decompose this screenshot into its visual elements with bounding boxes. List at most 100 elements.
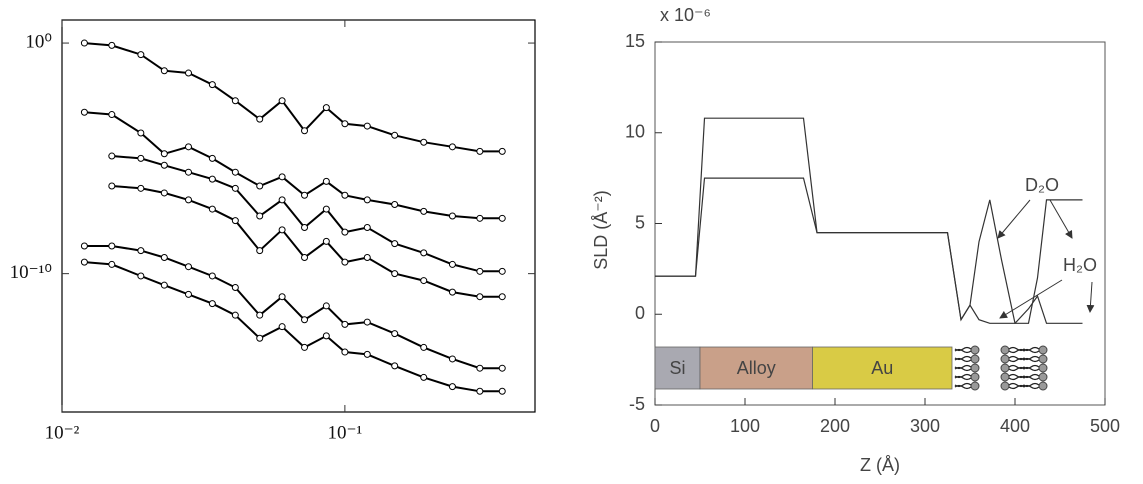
- lipid-head: [1000, 372, 1010, 382]
- layer-box: [699, 346, 813, 390]
- data-point: [476, 293, 484, 301]
- annotation: H₂O: [1063, 255, 1097, 275]
- data-point: [208, 81, 216, 89]
- data-point: [363, 224, 371, 232]
- x-tick-label: 0: [650, 416, 660, 436]
- lipid-head: [1000, 354, 1010, 364]
- lipid-tail: [1022, 373, 1040, 381]
- data-point: [256, 115, 264, 123]
- data-point: [476, 387, 484, 395]
- data-point: [363, 254, 371, 262]
- data-point: [160, 67, 168, 75]
- layer-box: [812, 346, 953, 390]
- data-point: [391, 362, 399, 370]
- data-point: [476, 364, 484, 372]
- lipid-head: [970, 381, 980, 391]
- lipid-head: [1038, 354, 1048, 364]
- lipid-head: [970, 363, 980, 373]
- data-point: [256, 182, 264, 190]
- data-point: [108, 41, 116, 49]
- data-point: [208, 300, 216, 308]
- data-point: [184, 168, 192, 176]
- y-tick-label: -5: [629, 394, 645, 414]
- data-point: [301, 127, 309, 135]
- right-panel: x 10⁻⁶ Z (Å) SLD (Å⁻²) D₂O H₂O 0 100 200 30…: [591, 5, 1120, 475]
- data-point: [137, 247, 145, 255]
- data-point: [278, 97, 286, 105]
- lipid-tail: [1022, 364, 1040, 372]
- data-point: [278, 323, 286, 331]
- x-axis-label: Z (Å): [860, 455, 900, 475]
- series-line: [655, 177, 1083, 324]
- data-point: [160, 281, 168, 289]
- data-point: [391, 240, 399, 248]
- data-point: [448, 212, 456, 220]
- data-point: [108, 242, 116, 250]
- data-point: [476, 214, 484, 222]
- data-point: [80, 258, 88, 266]
- series-line: [84, 42, 503, 153]
- data-point: [341, 320, 349, 328]
- data-point: [363, 350, 371, 358]
- data-point: [322, 302, 330, 310]
- data-point: [363, 196, 371, 204]
- data-point: [256, 212, 264, 220]
- lipid-icons: [954, 345, 1048, 391]
- x-tick-label: 400: [1000, 416, 1030, 436]
- lipid-tail: [1008, 382, 1026, 390]
- data-point: [231, 217, 239, 225]
- data-point: [256, 334, 264, 342]
- x-tick-label: 300: [910, 416, 940, 436]
- lipid-head: [970, 372, 980, 382]
- lipid-tail: [954, 364, 972, 372]
- y-tick-label: 10: [625, 122, 645, 142]
- data-point: [137, 154, 145, 162]
- data-point: [476, 147, 484, 155]
- data-point: [301, 316, 309, 324]
- data-point: [301, 191, 309, 199]
- series-line: [84, 111, 503, 220]
- data-point: [80, 39, 88, 47]
- data-point: [498, 293, 506, 301]
- data-point: [448, 143, 456, 151]
- data-point: [160, 150, 168, 158]
- data-point: [208, 205, 216, 213]
- data-point: [108, 152, 116, 160]
- lipid-tail: [1008, 355, 1026, 363]
- data-point: [184, 196, 192, 204]
- y-multiplier: x 10⁻⁶: [660, 5, 711, 25]
- data-point: [160, 254, 168, 262]
- series-line: [84, 245, 503, 370]
- data-point: [137, 129, 145, 137]
- data-point: [301, 254, 309, 262]
- data-point: [184, 69, 192, 77]
- data-point: [322, 104, 330, 112]
- data-point: [160, 189, 168, 197]
- data-point: [498, 364, 506, 372]
- y-tick-label: 5: [635, 212, 645, 232]
- lipid-head: [1038, 345, 1048, 355]
- data-point: [476, 267, 484, 275]
- data-point: [448, 355, 456, 363]
- annotation: D₂O: [1025, 175, 1059, 195]
- data-point: [322, 332, 330, 340]
- lipid-head: [1000, 345, 1010, 355]
- data-point: [278, 173, 286, 181]
- lipid-tail: [954, 382, 972, 390]
- lipid-head: [1000, 381, 1010, 391]
- lipid-tail: [1022, 346, 1040, 354]
- data-point: [278, 196, 286, 204]
- lipid-tail: [954, 373, 972, 381]
- data-point: [231, 168, 239, 176]
- arrow: [1049, 199, 1073, 239]
- series-line: [84, 261, 503, 393]
- lipid-head: [1038, 363, 1048, 373]
- lipid-head: [1038, 381, 1048, 391]
- x-tick-label: 500: [1090, 416, 1120, 436]
- data-point: [341, 120, 349, 128]
- x-tick-label: 200: [820, 416, 850, 436]
- data-point: [420, 343, 428, 351]
- data-point: [184, 263, 192, 271]
- data-point: [231, 184, 239, 192]
- data-point: [420, 373, 428, 381]
